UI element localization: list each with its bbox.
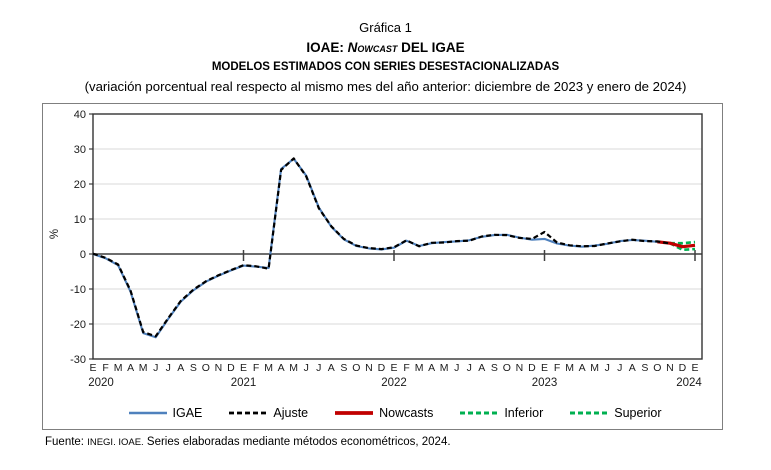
legend-label-nowcasts: Nowcasts (379, 406, 434, 420)
legend-item-ajuste: Ajuste (228, 406, 308, 420)
y-tick-label: -10 (70, 284, 86, 296)
models-subtitle: MODELOS ESTIMADOS CON SERIES DESESTACION… (211, 61, 560, 73)
x-month-label: F (102, 362, 108, 374)
x-month-label: F (253, 362, 259, 374)
x-month-label: E (691, 362, 698, 374)
x-month-label: M (114, 362, 123, 374)
x-month-label: S (641, 362, 648, 374)
x-month-label: D (378, 362, 386, 374)
x-month-label: M (590, 362, 599, 374)
x-month-label: A (127, 362, 134, 374)
y-tick-label: 0 (80, 249, 86, 261)
chart-frame: 40 30 20 10 0 -10 -20 -30% E F M A M J J A S O N D E F M A M J J A S… (42, 103, 723, 430)
x-month-label: O (202, 362, 210, 374)
legend-swatch-ajuste (229, 411, 268, 415)
legend-label-igae: IGAE (172, 406, 203, 420)
plot-border (92, 113, 703, 360)
legend-label-inferior: Inferior (504, 406, 544, 420)
main-title-suffix: DEL IGAE (397, 40, 465, 55)
legend-swatch-inferior (460, 411, 499, 415)
x-month-label: O (352, 362, 360, 374)
x-month-label: M (264, 362, 273, 374)
x-month-label: O (503, 362, 511, 374)
x-month-label: S (340, 362, 347, 374)
x-month-label: J (454, 362, 459, 374)
y-tick-label: 10 (74, 214, 86, 226)
x-month-label: J (166, 362, 171, 374)
x-month-label: N (215, 362, 223, 374)
chart-number-title: Gráfica 1 (359, 20, 412, 35)
source-label: Fuente: (45, 436, 88, 448)
x-month-label: N (516, 362, 524, 374)
x-year-label: 2022 (381, 377, 407, 389)
x-month-label: M (139, 362, 148, 374)
main-title-prefix: IOAE: (306, 40, 348, 55)
x-month-label: A (278, 362, 285, 374)
x-month-label: J (304, 362, 309, 374)
x-month-label: M (440, 362, 449, 374)
x-month-label: E (89, 362, 96, 374)
x-month-label: S (190, 362, 197, 374)
x-month-label: A (177, 362, 184, 374)
x-month-label: E (240, 362, 247, 374)
legend-item-superior: Superior (569, 406, 661, 420)
x-year-label: 2020 (88, 377, 114, 389)
x-year-label: 2024 (676, 377, 702, 389)
source-text: Series elaboradas mediante métodos econo… (143, 436, 451, 448)
x-month-label: F (554, 362, 560, 374)
x-month-label: O (653, 362, 661, 374)
x-month-label: N (365, 362, 373, 374)
x-month-label: M (415, 362, 424, 374)
y-tick-label: 20 (74, 179, 86, 191)
x-month-label: D (679, 362, 687, 374)
main-title-nowcast: Nowcast (347, 40, 398, 55)
y-tick-label: -30 (70, 354, 86, 366)
x-month-label: J (605, 362, 610, 374)
y-tick-label: 40 (74, 109, 86, 121)
x-month-label: J (316, 362, 321, 374)
main-title: IOAE: Nowcast DEL IGAE (0, 40, 771, 55)
x-month-label: J (153, 362, 158, 374)
legend-swatch-nowcasts (335, 411, 374, 415)
x-month-label: A (579, 362, 586, 374)
variation-subtitle: (variación porcentual real respecto al m… (84, 79, 687, 94)
legend-item-inferior: Inferior (459, 406, 543, 420)
y-axis-title: % (49, 229, 61, 239)
x-month-label: F (403, 362, 409, 374)
x-month-label: D (528, 362, 536, 374)
legend-swatch-igae (128, 411, 167, 415)
legend-item-igae: IGAE (128, 406, 203, 420)
chart-legend: IGAE Ajuste Nowcasts Inferior Superior (43, 403, 722, 423)
legend-label-superior: Superior (614, 406, 662, 420)
x-month-label: E (541, 362, 548, 374)
x-month-label: S (491, 362, 498, 374)
y-tick-label: 30 (74, 144, 86, 156)
legend-item-nowcasts: Nowcasts (334, 406, 433, 420)
x-month-label: M (565, 362, 574, 374)
y-tick-label: -20 (70, 319, 86, 331)
x-month-label: A (428, 362, 435, 374)
x-year-label: 2021 (231, 377, 257, 389)
x-month-label: M (289, 362, 298, 374)
source-institution: INEGI. IOAE. (87, 437, 144, 448)
x-month-label: A (629, 362, 636, 374)
ajuste-line (92, 157, 671, 338)
legend-label-ajuste: Ajuste (273, 406, 309, 420)
x-month-label: N (666, 362, 674, 374)
x-month-label: J (467, 362, 472, 374)
source-note: Fuente: INEGI. IOAE. Series elaboradas m… (45, 436, 451, 448)
x-year-label: 2023 (532, 377, 558, 389)
x-month-label: A (478, 362, 485, 374)
x-month-label: A (328, 362, 335, 374)
x-month-label: E (390, 362, 397, 374)
x-month-label: J (617, 362, 622, 374)
x-month-label: D (227, 362, 235, 374)
legend-swatch-superior (570, 411, 609, 415)
